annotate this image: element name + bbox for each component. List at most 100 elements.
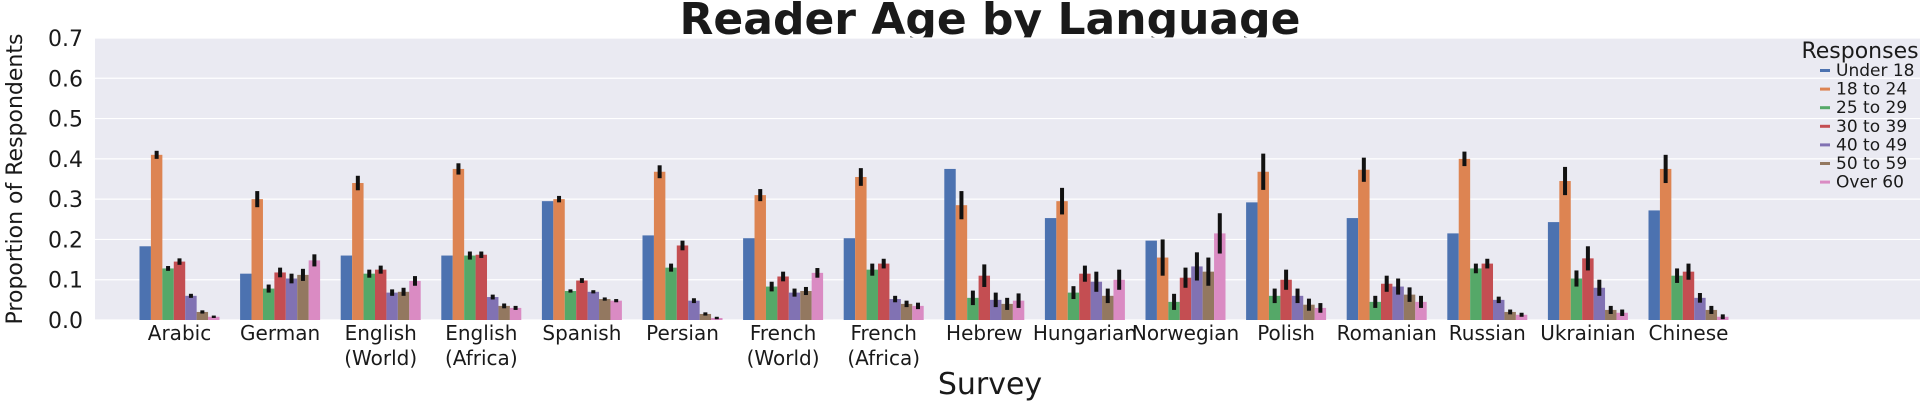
legend-swatch [1820, 87, 1830, 91]
bar [676, 245, 689, 320]
bar [541, 201, 554, 320]
bar [1493, 299, 1505, 320]
bars [139, 154, 1729, 320]
x-tick-label: German [240, 321, 320, 345]
bar [1515, 314, 1528, 320]
x-tick-label: French [750, 321, 816, 345]
legend-swatch [1820, 162, 1830, 165]
bar [441, 255, 453, 320]
bar [990, 299, 1002, 320]
y-tick-label: 0.3 [48, 188, 83, 213]
bar [1246, 202, 1258, 320]
y-axis-label: Proportion of Respondents [3, 34, 28, 325]
legend-swatch [1820, 69, 1830, 72]
y-tick-label: 0.6 [48, 67, 83, 92]
bar [699, 313, 712, 320]
bar [374, 269, 387, 320]
bar [509, 307, 522, 320]
bar [866, 269, 878, 320]
x-tick-label: Chinese [1649, 321, 1729, 345]
bar [967, 297, 979, 320]
bar [1559, 181, 1571, 320]
bar [889, 299, 901, 320]
legend-swatch [1820, 143, 1830, 147]
bar [610, 300, 622, 320]
bar [912, 305, 924, 320]
legend-label: 25 to 29 [1836, 98, 1907, 118]
bar [397, 291, 410, 320]
bar [1168, 301, 1180, 320]
bar [1079, 273, 1091, 320]
bar [150, 154, 163, 320]
bar [1303, 304, 1315, 320]
bar [800, 290, 812, 320]
bar [386, 292, 398, 320]
bar [1102, 295, 1114, 320]
plot-background [95, 38, 1920, 320]
bar [409, 280, 421, 320]
bar [743, 238, 755, 320]
bar [308, 260, 321, 320]
bar [1090, 281, 1103, 320]
y-tick-label: 0.0 [48, 309, 83, 334]
legend-swatch [1820, 106, 1830, 110]
legend-label: 18 to 24 [1836, 80, 1907, 100]
bar [1547, 222, 1560, 320]
bar [564, 290, 577, 320]
bar [139, 246, 151, 320]
x-tick-label: Hungarian [1033, 321, 1137, 345]
bar [642, 235, 654, 320]
bar [811, 272, 824, 320]
legend-title: Responses [1801, 39, 1918, 64]
bar [1659, 168, 1672, 320]
x-tick-label: (World) [344, 346, 417, 370]
bar [285, 278, 298, 320]
x-tick-label: English [345, 321, 417, 345]
bar [297, 274, 309, 320]
bar [843, 238, 856, 320]
bar [1044, 218, 1057, 320]
x-axis-ticks: Arabic German English(World)English(Africa… [148, 321, 1729, 370]
y-tick-label: 0.7 [48, 27, 83, 52]
bar [1392, 286, 1404, 320]
bar [340, 255, 353, 320]
grid-lines [95, 37, 1920, 321]
bar [208, 316, 220, 320]
bar [1648, 210, 1660, 320]
bar [1570, 278, 1583, 320]
bar [1012, 300, 1025, 320]
x-tick-label: Arabic [148, 321, 211, 345]
bar [162, 268, 174, 320]
bar [1346, 218, 1359, 320]
y-axis-ticks: 0.0 0.1 0.2 0.3 0.4 0.5 0.6 0.7 [48, 27, 83, 334]
bar [196, 311, 209, 320]
bar [944, 168, 956, 320]
bar [1481, 263, 1494, 320]
bar [1458, 158, 1471, 320]
x-tick-label: English [445, 321, 517, 345]
y-tick-label: 0.2 [48, 228, 83, 253]
bar [1403, 294, 1416, 320]
bar [1268, 295, 1281, 320]
bar [1415, 301, 1427, 320]
bar [1291, 295, 1304, 320]
bar [352, 183, 364, 320]
x-tick-label: (Africa) [847, 346, 920, 370]
bar [576, 280, 588, 320]
x-tick-label: Hebrew [946, 321, 1022, 345]
x-tick-label: Ukrainian [1540, 321, 1635, 345]
x-tick-label: Norwegian [1132, 321, 1239, 345]
bar [754, 195, 766, 320]
bar [487, 297, 499, 320]
x-tick-label: Romanian [1337, 321, 1437, 345]
bar [452, 168, 465, 320]
bar [1358, 169, 1370, 320]
x-tick-label: French [850, 321, 916, 345]
bar [1113, 279, 1125, 320]
bar [877, 263, 890, 320]
bar [1605, 309, 1617, 320]
bar [363, 273, 375, 320]
bar [788, 292, 801, 320]
